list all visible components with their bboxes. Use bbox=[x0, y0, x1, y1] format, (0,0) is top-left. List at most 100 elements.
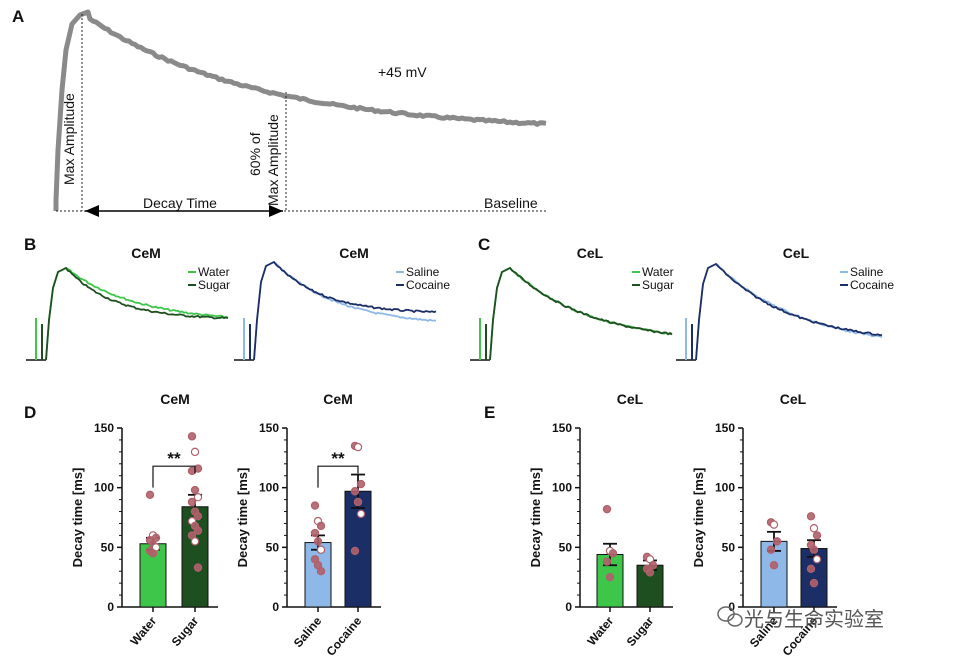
legend-label-sugar: Sugar bbox=[642, 278, 674, 292]
chart-title: CeM bbox=[160, 391, 190, 407]
significance-label: ** bbox=[331, 449, 345, 468]
y-tick-label: 100 bbox=[259, 481, 279, 495]
panel-b-label: B bbox=[24, 235, 36, 254]
data-point bbox=[766, 545, 776, 554]
legend-label-cocaine: Cocaine bbox=[406, 278, 450, 292]
data-point bbox=[353, 497, 363, 507]
data-point bbox=[648, 561, 658, 570]
data-point bbox=[769, 520, 779, 529]
y-tick-label: 0 bbox=[565, 600, 572, 614]
y-tick-label: 150 bbox=[259, 421, 279, 435]
trace-cocaine bbox=[253, 260, 437, 361]
data-point bbox=[809, 524, 819, 533]
data-point bbox=[645, 568, 655, 577]
y-tick-label: 50 bbox=[722, 540, 736, 554]
voltage-label: +45 mV bbox=[378, 64, 427, 80]
y-tick-label: 0 bbox=[728, 600, 735, 614]
arrow-right-head bbox=[269, 205, 283, 217]
trace-title: CeM bbox=[339, 245, 369, 261]
significance-bracket bbox=[317, 465, 359, 488]
trace-title: CeM bbox=[131, 245, 161, 261]
significance-label: ** bbox=[167, 449, 181, 468]
trace-title: CeL bbox=[577, 245, 604, 261]
data-point bbox=[809, 545, 819, 554]
data-point bbox=[313, 537, 323, 546]
bar-chart-1: CeM 0 50 100 150 Decay time [ms] Water Sugar ** bbox=[70, 391, 218, 649]
data-point bbox=[187, 432, 197, 441]
x-tick-label: Cocaine bbox=[324, 614, 365, 659]
trace-sugar bbox=[45, 266, 229, 361]
x-tick-label: Saline bbox=[291, 614, 325, 650]
legend-label-cocaine: Cocaine bbox=[850, 278, 894, 292]
wechat-logo-icon bbox=[717, 606, 743, 627]
trace-title: CeL bbox=[783, 245, 810, 261]
data-point bbox=[350, 546, 360, 556]
trace-cocaine bbox=[695, 262, 883, 361]
significance-bracket bbox=[152, 465, 196, 488]
data-point bbox=[772, 537, 782, 546]
y-tick-label: 0 bbox=[107, 600, 114, 614]
data-point bbox=[190, 537, 200, 546]
sixty-percent-label-1: 60% of bbox=[247, 132, 263, 176]
panel-e-label: E bbox=[484, 403, 495, 422]
chart-title: CeM bbox=[323, 391, 353, 407]
data-point bbox=[809, 578, 819, 588]
data-point bbox=[190, 447, 200, 457]
data-point bbox=[148, 549, 158, 558]
data-point bbox=[806, 564, 816, 574]
y-tick-label: 150 bbox=[552, 421, 572, 435]
data-point bbox=[145, 490, 155, 500]
panel-a: A Max Amplitude 60% of Max Amplitude +45… bbox=[12, 7, 548, 217]
data-point bbox=[806, 512, 816, 521]
panel-d-label: D bbox=[24, 403, 36, 422]
x-tick-label: Sugar bbox=[169, 614, 202, 649]
y-tick-label: 100 bbox=[552, 481, 572, 495]
y-tick-label: 50 bbox=[266, 540, 280, 554]
data-point bbox=[310, 501, 320, 510]
data-point bbox=[310, 528, 320, 538]
data-point bbox=[316, 567, 326, 576]
data-point bbox=[605, 572, 615, 582]
y-axis-label: Decay time [ms] bbox=[691, 468, 706, 568]
data-point bbox=[193, 512, 203, 521]
data-point bbox=[356, 509, 366, 519]
chart-title: CeL bbox=[780, 391, 807, 407]
y-tick-label: 50 bbox=[559, 540, 573, 554]
trace-water bbox=[45, 266, 229, 361]
data-point bbox=[608, 549, 618, 558]
chart-title: CeL bbox=[617, 391, 644, 407]
watermark-text: 光与生命实验室 bbox=[744, 607, 884, 631]
decay-time-label: Decay Time bbox=[143, 195, 217, 211]
data-point bbox=[193, 493, 203, 502]
data-point bbox=[356, 479, 366, 489]
y-axis-label: Decay time [ms] bbox=[70, 468, 85, 568]
bar-chart-2: CeM 0 50 100 150 Decay time [ms] Saline Cocaine… bbox=[235, 391, 381, 659]
data-point bbox=[190, 485, 200, 495]
legend-label-sugar: Sugar bbox=[198, 278, 230, 292]
data-point bbox=[602, 504, 612, 514]
legend-label-saline: Saline bbox=[406, 265, 440, 279]
y-tick-label: 150 bbox=[94, 421, 114, 435]
data-point bbox=[193, 563, 203, 572]
arrow-left-head bbox=[85, 205, 99, 217]
y-tick-label: 100 bbox=[715, 481, 735, 495]
sixty-percent-label-2: Max Amplitude bbox=[265, 114, 281, 206]
y-axis-label: Decay time [ms] bbox=[528, 468, 543, 568]
panel-c-label: C bbox=[478, 235, 490, 254]
data-point bbox=[316, 521, 326, 531]
data-point bbox=[193, 526, 203, 535]
decay-trace-a bbox=[53, 9, 547, 211]
data-point bbox=[350, 487, 360, 496]
y-axis-label: Decay time [ms] bbox=[235, 468, 250, 568]
y-tick-label: 150 bbox=[715, 421, 735, 435]
legend-label-water: Water bbox=[198, 265, 230, 279]
x-tick-label: Water bbox=[127, 614, 159, 648]
legend-label-saline: Saline bbox=[850, 265, 884, 279]
data-point bbox=[187, 497, 197, 507]
bar-charts: CeM 0 50 100 150 Decay time [ms] Water Sugar ** C… bbox=[70, 391, 837, 659]
x-tick-label: Water bbox=[584, 614, 616, 648]
